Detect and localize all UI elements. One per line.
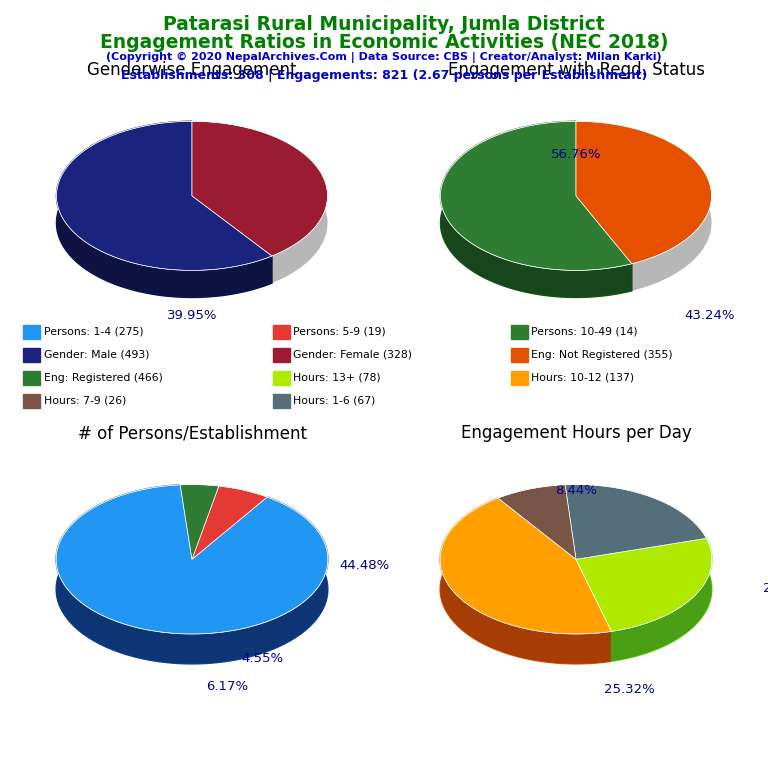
Polygon shape bbox=[180, 485, 219, 559]
Polygon shape bbox=[57, 121, 272, 297]
Polygon shape bbox=[192, 121, 327, 256]
Text: 4.55%: 4.55% bbox=[242, 652, 283, 665]
Text: Persons: 10-49 (14): Persons: 10-49 (14) bbox=[531, 326, 638, 337]
Text: 6.17%: 6.17% bbox=[207, 680, 248, 694]
Text: 21.75%: 21.75% bbox=[763, 582, 768, 595]
Text: Establishments: 308 | Engagements: 821 (2.67 persons per Establishment): Establishments: 308 | Engagements: 821 (… bbox=[121, 69, 647, 82]
Text: Patarasi Rural Municipality, Jumla District: Patarasi Rural Municipality, Jumla Distr… bbox=[163, 15, 605, 35]
Text: Eng: Not Registered (355): Eng: Not Registered (355) bbox=[531, 349, 673, 360]
Polygon shape bbox=[565, 485, 707, 559]
Text: Hours: 13+ (78): Hours: 13+ (78) bbox=[293, 372, 381, 383]
Title: Genderwise Engagement: Genderwise Engagement bbox=[88, 61, 296, 79]
Text: Hours: 10-12 (137): Hours: 10-12 (137) bbox=[531, 372, 634, 383]
Text: Persons: 1-4 (275): Persons: 1-4 (275) bbox=[44, 326, 144, 337]
Text: Gender: Male (493): Gender: Male (493) bbox=[44, 349, 149, 360]
Title: Engagement Hours per Day: Engagement Hours per Day bbox=[461, 424, 691, 442]
Ellipse shape bbox=[57, 148, 327, 297]
Polygon shape bbox=[56, 485, 328, 634]
Text: 39.95%: 39.95% bbox=[167, 310, 217, 322]
Polygon shape bbox=[440, 498, 611, 664]
Ellipse shape bbox=[440, 515, 712, 664]
Text: (Copyright © 2020 NepalArchives.Com | Data Source: CBS | Creator/Analyst: Milan : (Copyright © 2020 NepalArchives.Com | Da… bbox=[106, 52, 662, 63]
Text: Gender: Female (328): Gender: Female (328) bbox=[293, 349, 412, 360]
Polygon shape bbox=[576, 121, 711, 263]
Text: Engagement Ratios in Economic Activities (NEC 2018): Engagement Ratios in Economic Activities… bbox=[100, 33, 668, 52]
Ellipse shape bbox=[56, 515, 328, 664]
Text: Hours: 1-6 (67): Hours: 1-6 (67) bbox=[293, 396, 376, 406]
Text: 56.76%: 56.76% bbox=[551, 148, 601, 161]
Polygon shape bbox=[440, 498, 611, 634]
Title: Engagement with Regd. Status: Engagement with Regd. Status bbox=[448, 61, 704, 79]
Text: 43.24%: 43.24% bbox=[684, 310, 735, 322]
Polygon shape bbox=[57, 121, 272, 270]
Text: Hours: 7-9 (26): Hours: 7-9 (26) bbox=[44, 396, 126, 406]
Polygon shape bbox=[441, 121, 632, 297]
Polygon shape bbox=[56, 485, 328, 664]
Text: Eng: Registered (466): Eng: Registered (466) bbox=[44, 372, 163, 383]
Title: # of Persons/Establishment: # of Persons/Establishment bbox=[78, 424, 306, 442]
Polygon shape bbox=[498, 485, 576, 559]
Polygon shape bbox=[441, 121, 632, 270]
Polygon shape bbox=[576, 538, 712, 631]
Polygon shape bbox=[192, 486, 267, 559]
Text: 44.48%: 44.48% bbox=[339, 559, 389, 572]
Polygon shape bbox=[611, 538, 712, 661]
Text: Persons: 5-9 (19): Persons: 5-9 (19) bbox=[293, 326, 386, 337]
Text: 8.44%: 8.44% bbox=[555, 484, 597, 497]
Text: 25.32%: 25.32% bbox=[604, 683, 654, 696]
Ellipse shape bbox=[441, 148, 711, 297]
